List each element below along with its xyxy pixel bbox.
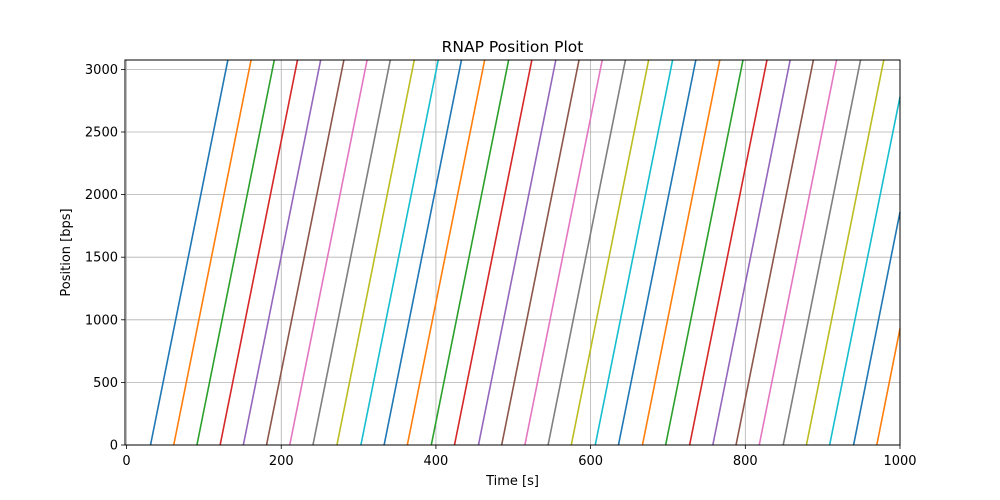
series-line xyxy=(641,59,721,446)
y-tick-label: 0 xyxy=(110,439,118,454)
series-line xyxy=(594,59,674,446)
series-line xyxy=(312,59,392,446)
series-line xyxy=(782,59,862,446)
series-line xyxy=(547,59,627,446)
y-tick-label: 500 xyxy=(93,376,118,391)
series-line xyxy=(617,59,697,446)
plot-area-background xyxy=(125,60,900,445)
y-tick-label: 2500 xyxy=(85,125,118,140)
chart-title: RNAP Position Plot xyxy=(442,38,584,56)
series-line xyxy=(712,59,791,446)
x-tick-label: 400 xyxy=(424,454,449,469)
series-line xyxy=(430,59,510,446)
plot-frame xyxy=(124,59,901,446)
series-line xyxy=(219,59,299,446)
series-line xyxy=(758,59,838,446)
series-line xyxy=(735,59,815,446)
x-tick-label: 200 xyxy=(269,454,294,469)
series-line xyxy=(288,59,368,446)
x-tick-label: 800 xyxy=(733,454,758,469)
series-line xyxy=(196,59,276,446)
series-line xyxy=(172,59,252,446)
x-tick-label: 1000 xyxy=(883,454,916,469)
series-line xyxy=(406,59,486,446)
series-group xyxy=(149,59,901,446)
series-line xyxy=(876,328,901,446)
y-axis-label: Position [bps] xyxy=(59,208,74,296)
series-line xyxy=(149,59,229,446)
series-line xyxy=(524,59,604,446)
series-line xyxy=(383,59,463,446)
y-tick-label: 2000 xyxy=(85,188,118,203)
series-line xyxy=(570,59,650,446)
axes: 0 200 400 600 800 1000 0 500 1000 1500 2000 2500 300… xyxy=(85,59,917,469)
series-line xyxy=(500,59,580,446)
x-tick-label: 600 xyxy=(578,454,603,469)
x-tick-label: 0 xyxy=(122,454,130,469)
series-line xyxy=(453,59,533,446)
y-tick-label: 1000 xyxy=(85,313,118,328)
series-line xyxy=(477,59,557,446)
series-line xyxy=(852,211,901,446)
series-line xyxy=(805,59,885,446)
series-line xyxy=(242,59,322,446)
series-line xyxy=(336,59,416,446)
y-tick-label: 3000 xyxy=(85,63,118,78)
y-tick-label: 1500 xyxy=(85,251,118,266)
series-line xyxy=(688,59,768,446)
series-line xyxy=(360,59,440,446)
series-line xyxy=(664,59,744,446)
series-line xyxy=(265,59,345,446)
x-axis-label: Time [s] xyxy=(485,474,539,489)
series-line xyxy=(828,96,901,446)
